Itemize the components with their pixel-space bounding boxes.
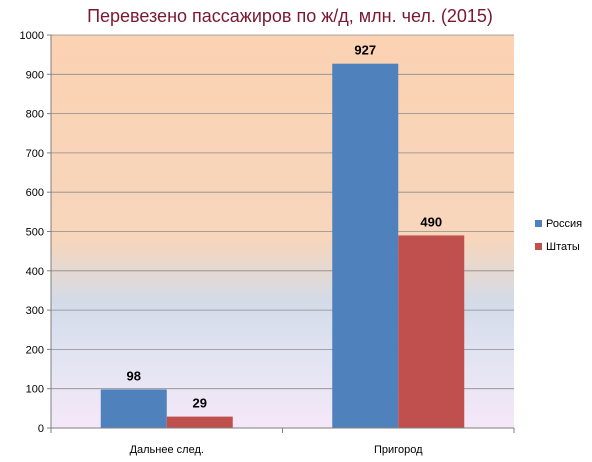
y-tick-label: 900: [26, 69, 44, 81]
legend-label: Россия: [546, 218, 582, 230]
bar-usa-1: [398, 235, 465, 428]
legend-swatch: [535, 220, 542, 227]
legend: Россия Штаты: [535, 218, 582, 253]
bars: [100, 63, 465, 429]
data-label: 490: [420, 214, 442, 229]
gridlines: [51, 34, 514, 390]
y-tick-label: 600: [26, 187, 44, 199]
y-tick-label: 500: [26, 227, 44, 239]
x-tick-label: Пригород: [374, 444, 423, 456]
chart-title: Перевезено пассажиров по ж/д, млн. чел. …: [87, 6, 493, 26]
x-axis: Дальнее след. Пригород: [50, 427, 515, 456]
y-tick-label: 700: [26, 148, 44, 160]
data-labels: 98 29 927 490: [127, 43, 443, 411]
y-tick-label: 0: [38, 423, 44, 435]
legend-label: Штаты: [546, 241, 580, 253]
y-tick-label: 300: [26, 305, 44, 317]
data-label: 29: [193, 396, 207, 411]
y-tick-label: 100: [26, 384, 44, 396]
data-label: 98: [127, 368, 141, 383]
y-tick-label: 1000: [20, 30, 44, 42]
x-tick-label: Дальнее след.: [130, 444, 204, 456]
legend-swatch: [535, 243, 542, 250]
y-tick-label: 800: [26, 109, 44, 121]
bar-russia-1: [332, 63, 399, 429]
y-axis: 0 100 200 300 400 500 600 700 800 900 1000: [20, 30, 52, 435]
bar-usa-0: [166, 416, 233, 428]
y-tick-label: 400: [26, 266, 44, 278]
bar-russia-0: [100, 389, 167, 428]
y-tick-label: 200: [26, 344, 44, 356]
data-label: 927: [354, 43, 376, 58]
